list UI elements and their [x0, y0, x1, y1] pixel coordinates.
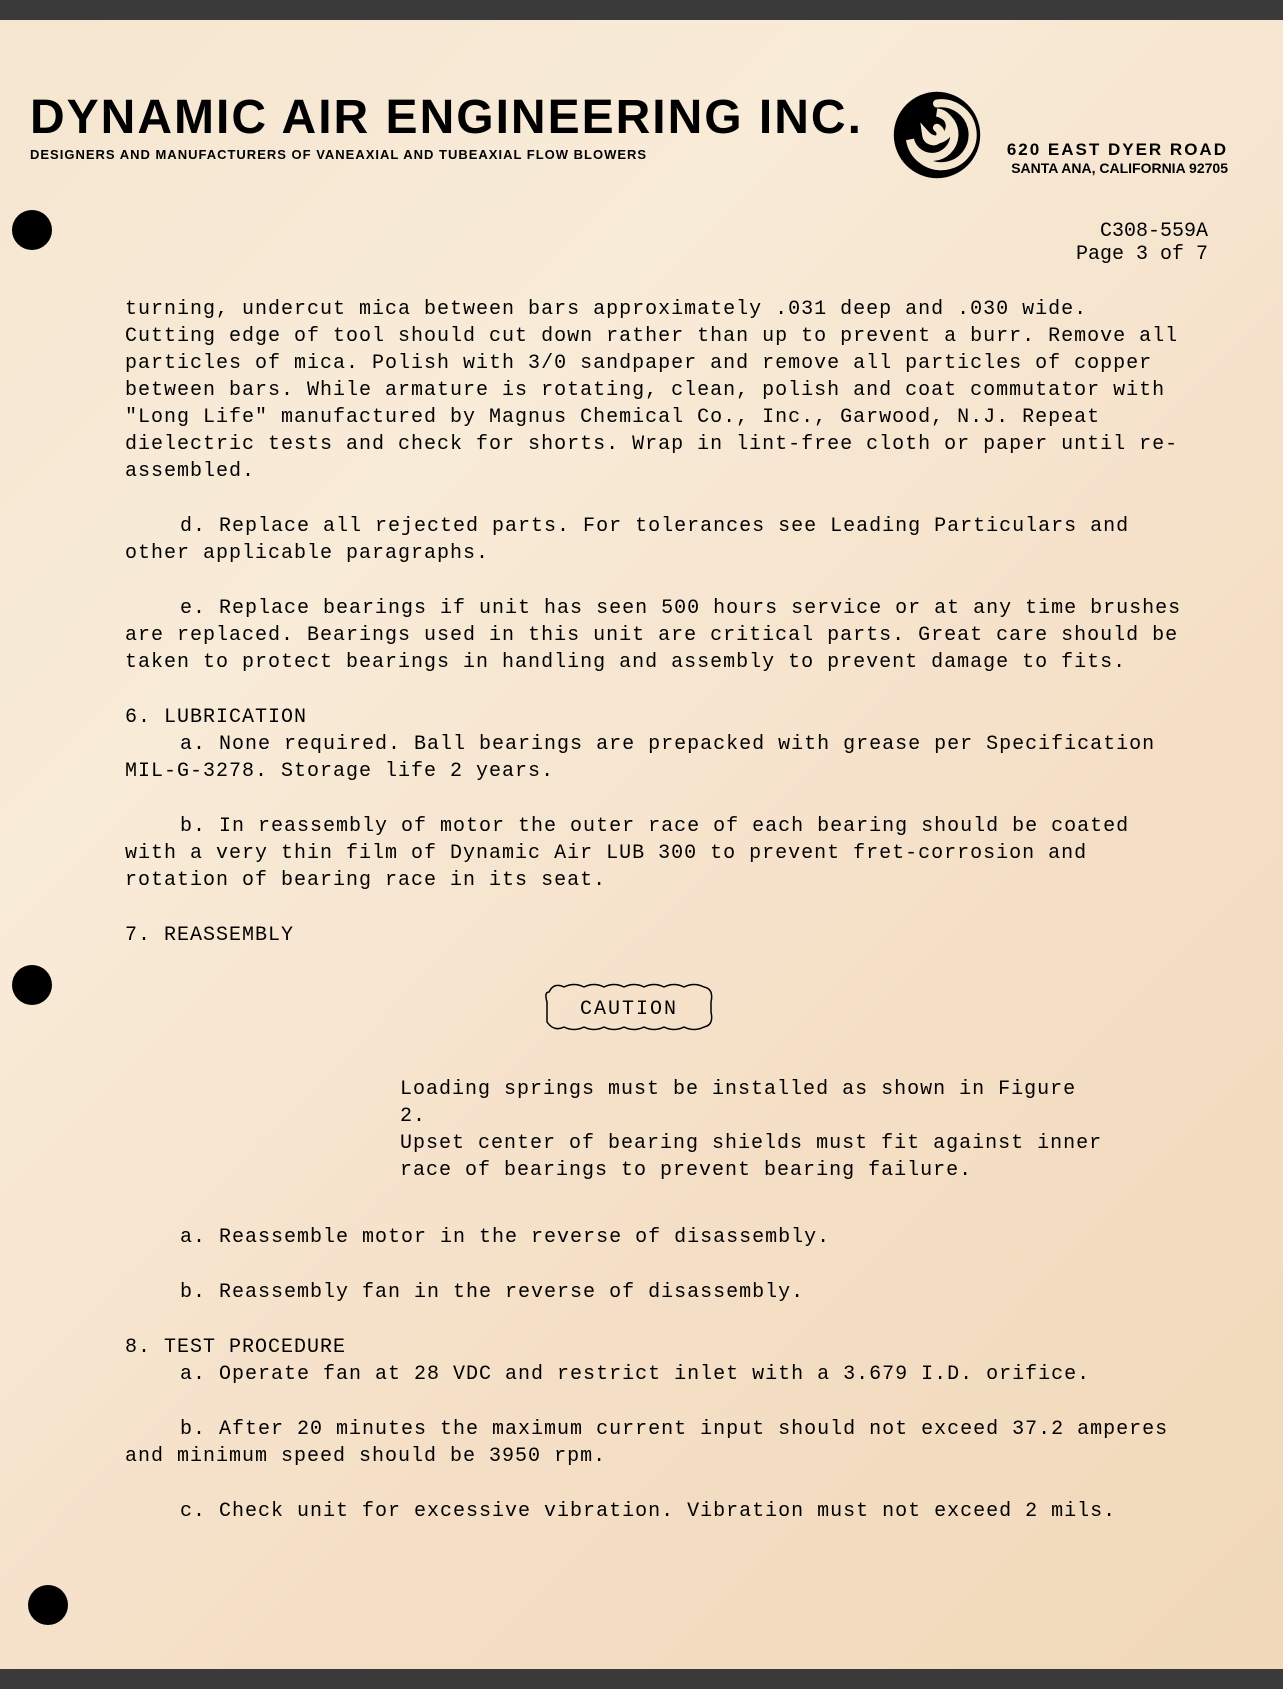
spiral-logo-icon — [892, 90, 982, 180]
section-7-b: b. Reassembly fan in the reverse of disa… — [30, 1279, 1228, 1306]
company-block: DYNAMIC AIR ENGINEERING INC. DESIGNERS A… — [30, 90, 867, 162]
address-city: SANTA ANA, CALIFORNIA 92705 — [1007, 160, 1228, 176]
section-6-b: b. In reassembly of motor the outer race… — [30, 813, 1228, 894]
company-name: DYNAMIC AIR ENGINEERING INC. — [30, 90, 867, 145]
address-block: 620 EAST DYER ROAD SANTA ANA, CALIFORNIA… — [1007, 90, 1228, 176]
address-street: 620 EAST DYER ROAD — [1007, 140, 1228, 160]
section-8-c: c. Check unit for excessive vibration. V… — [30, 1498, 1228, 1525]
company-logo — [892, 90, 982, 180]
document-info: C308-559A Page 3 of 7 — [30, 220, 1228, 266]
document-body: turning, undercut mica between bars appr… — [30, 296, 1228, 1525]
paragraph-e: e. Replace bearings if unit has seen 500… — [30, 595, 1228, 676]
punch-hole-3 — [28, 1585, 68, 1625]
section-8-b: b. After 20 minutes the maximum current … — [30, 1416, 1228, 1470]
caution-frame-icon: CAUTION — [539, 977, 719, 1037]
document-page: DYNAMIC AIR ENGINEERING INC. DESIGNERS A… — [0, 20, 1283, 1669]
punch-hole-1 — [12, 210, 52, 250]
section-6-a: a. None required. Ball bearings are prep… — [30, 731, 1228, 785]
caution-box: CAUTION — [30, 977, 1228, 1046]
paragraph-d: d. Replace all rejected parts. For toler… — [30, 513, 1228, 567]
paragraph-continuation: turning, undercut mica between bars appr… — [30, 296, 1228, 485]
document-number: C308-559A — [30, 220, 1208, 243]
punch-hole-2 — [12, 965, 52, 1005]
page-number: Page 3 of 7 — [30, 243, 1208, 266]
section-7-title: 7. REASSEMBLY — [30, 922, 1228, 949]
svg-text:CAUTION: CAUTION — [580, 998, 678, 1021]
section-6-title: 6. LUBRICATION — [30, 704, 1228, 731]
section-8-a: a. Operate fan at 28 VDC and restrict in… — [30, 1361, 1228, 1388]
section-8-title: 8. TEST PROCEDURE — [30, 1334, 1228, 1361]
section-7-a: a. Reassemble motor in the reverse of di… — [30, 1224, 1228, 1251]
company-tagline: DESIGNERS AND MANUFACTURERS OF VANEAXIAL… — [30, 147, 867, 162]
caution-text: Loading springs must be installed as sho… — [30, 1076, 1228, 1184]
letterhead: DYNAMIC AIR ENGINEERING INC. DESIGNERS A… — [30, 90, 1228, 180]
